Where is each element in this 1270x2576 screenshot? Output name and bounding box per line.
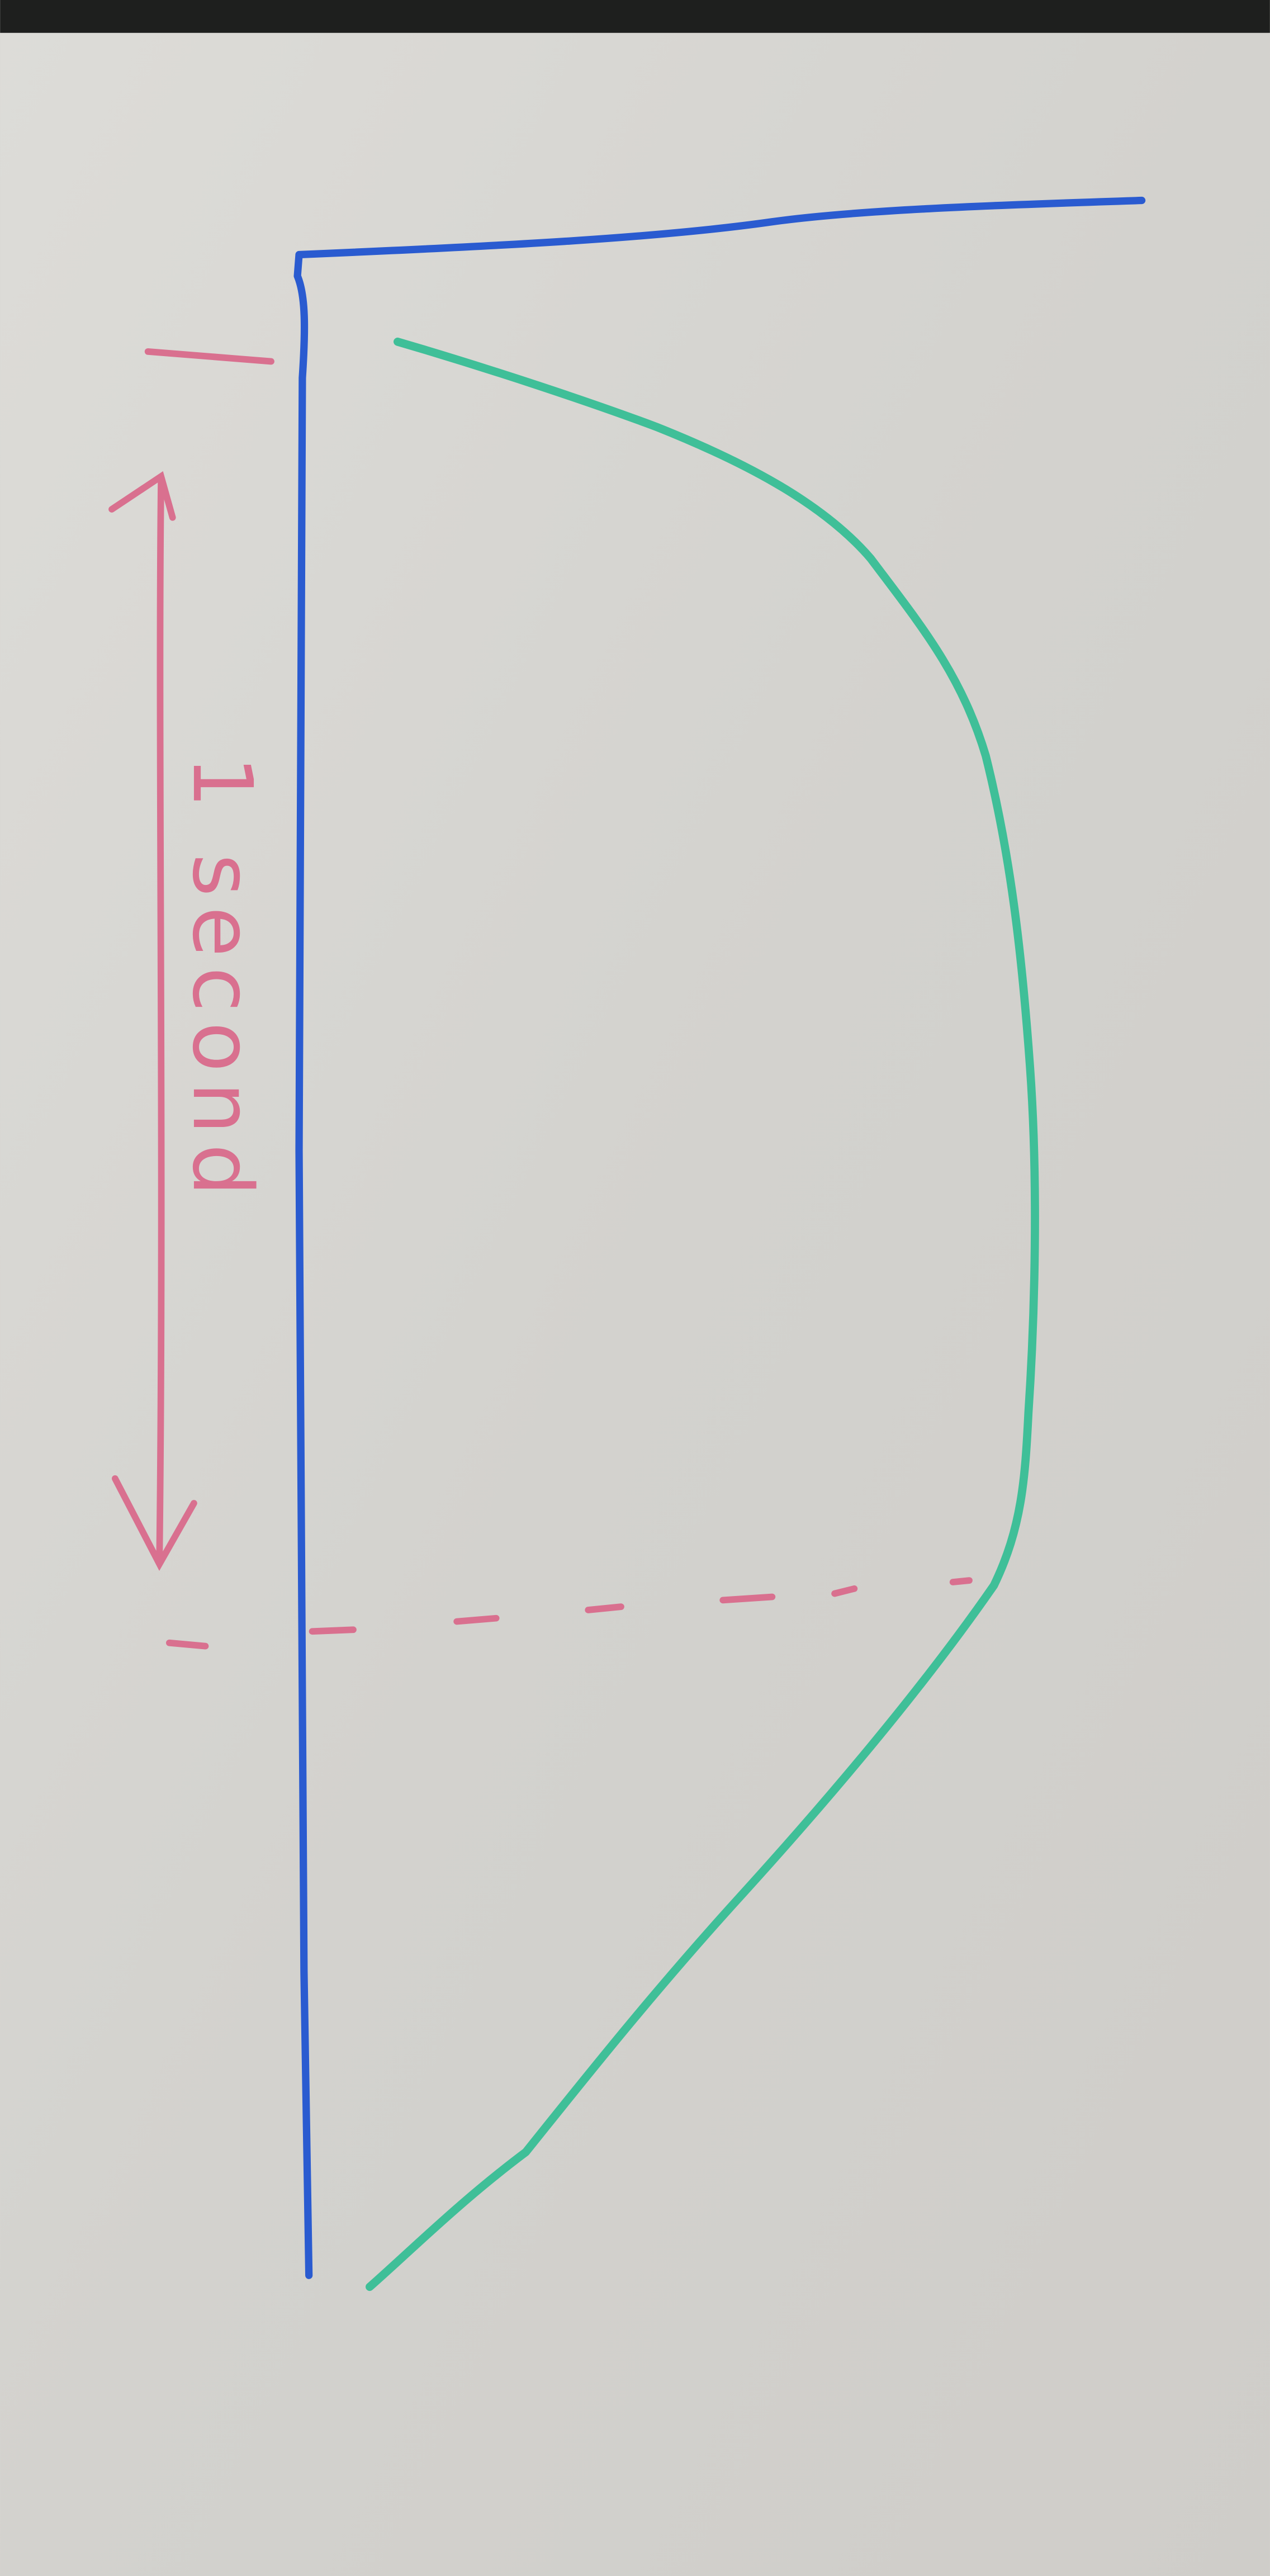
arrow-head-top: [108, 471, 176, 521]
annotation-marks: [108, 348, 973, 1650]
duration-label: 1 second: [174, 756, 270, 1206]
arrow-head-bottom: [111, 1475, 197, 1571]
board-frame: [0, 0, 1270, 33]
dashed-marker: [165, 1577, 973, 1650]
duration-arrow: [156, 476, 165, 1564]
response-curve: [366, 337, 1039, 2291]
start-tick: [144, 348, 274, 365]
axes: [293, 196, 1146, 2279]
